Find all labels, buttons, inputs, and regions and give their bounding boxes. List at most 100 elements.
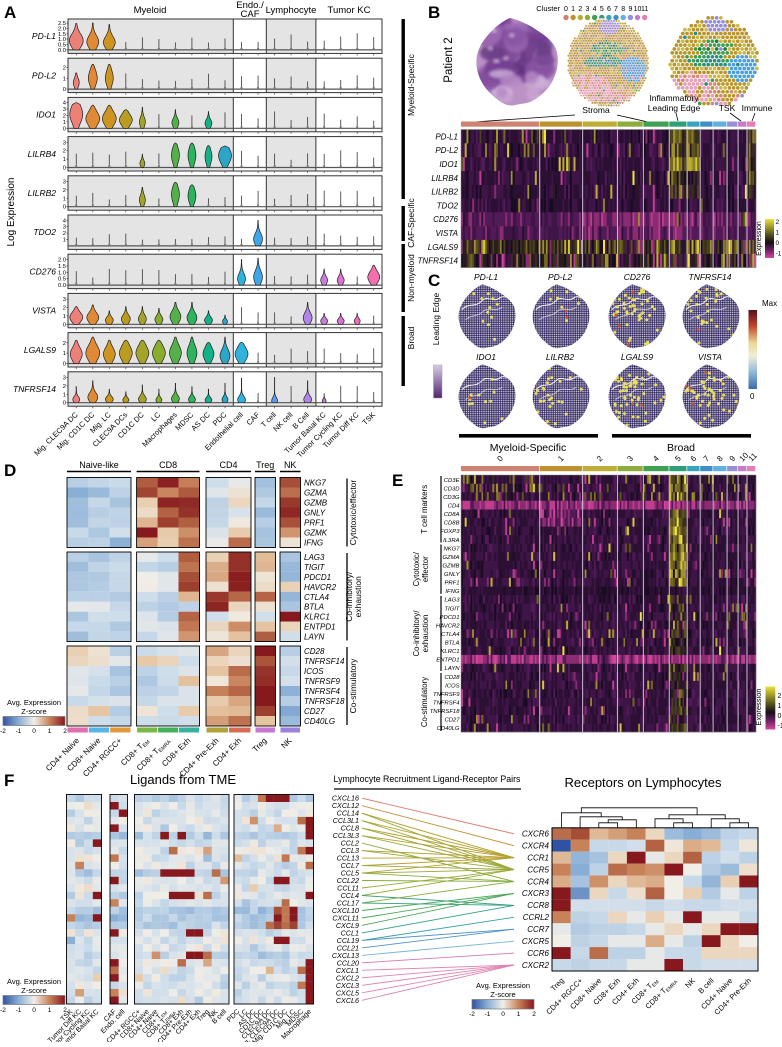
- svg-text:7: 7: [614, 6, 618, 13]
- svg-text:PRF1: PRF1: [304, 519, 324, 528]
- svg-text:CD28: CD28: [444, 675, 460, 681]
- svg-text:PD-L1: PD-L1: [474, 272, 498, 282]
- svg-text:C: C: [428, 271, 440, 290]
- svg-text:CD4: CD4: [219, 460, 237, 470]
- svg-text:E: E: [392, 471, 403, 490]
- svg-text:B: B: [428, 3, 440, 22]
- svg-text:Myeloid-Specific: Myeloid-Specific: [490, 442, 566, 454]
- svg-text:TNFRSF4: TNFRSF4: [304, 687, 341, 696]
- svg-text:1: 1: [63, 76, 66, 82]
- svg-text:IDO1: IDO1: [439, 160, 458, 169]
- svg-text:HAVCR2: HAVCR2: [304, 583, 337, 592]
- svg-text:0: 0: [564, 6, 568, 13]
- svg-text:1.0: 1.0: [58, 37, 66, 43]
- svg-text:2: 2: [63, 114, 66, 120]
- svg-text:Stroma: Stroma: [582, 105, 610, 115]
- svg-text:CD8A: CD8A: [444, 512, 460, 518]
- svg-text:1: 1: [63, 314, 66, 320]
- svg-text:Avg. Expression: Avg. Expression: [7, 977, 61, 986]
- svg-text:0: 0: [750, 392, 755, 401]
- svg-text:TNFRSF9: TNFRSF9: [304, 677, 341, 686]
- svg-text:TNFRSF18: TNFRSF18: [430, 709, 461, 715]
- svg-text:LAYN: LAYN: [445, 666, 461, 672]
- svg-text:CD3G: CD3G: [443, 495, 460, 501]
- svg-text:D: D: [4, 461, 16, 480]
- svg-text:TNFRSF18: TNFRSF18: [304, 697, 345, 706]
- svg-text:Ligands from TME: Ligands from TME: [130, 772, 236, 787]
- svg-text:ICOS: ICOS: [445, 683, 459, 689]
- svg-text:LGALS9: LGALS9: [621, 352, 653, 362]
- svg-text:0: 0: [63, 322, 66, 328]
- svg-text:TNFRSF9: TNFRSF9: [433, 692, 460, 698]
- svg-text:TNFRSF14: TNFRSF14: [418, 257, 459, 266]
- svg-text:Non-myeloid: Non-myeloid: [406, 254, 416, 302]
- svg-text:CXCR3: CXCR3: [522, 889, 550, 898]
- svg-text:LGALS9: LGALS9: [428, 243, 459, 252]
- svg-text:NKG7: NKG7: [304, 479, 326, 488]
- svg-text:LAYN: LAYN: [304, 633, 325, 642]
- svg-text:2.5: 2.5: [58, 21, 66, 27]
- svg-text:IDO1: IDO1: [36, 110, 56, 120]
- svg-text:Co-stimulatory: Co-stimulatory: [420, 677, 429, 727]
- svg-text:0: 0: [32, 728, 36, 735]
- svg-text:0: 0: [63, 205, 66, 211]
- svg-text:2: 2: [63, 1007, 67, 1014]
- svg-text:2.0: 2.0: [58, 26, 66, 32]
- svg-text:1: 1: [63, 196, 66, 202]
- svg-text:TNFRSF14: TNFRSF14: [689, 272, 732, 282]
- svg-text:BTLA: BTLA: [445, 641, 460, 647]
- svg-text:8: 8: [621, 6, 625, 13]
- svg-text:VISTA: VISTA: [435, 229, 458, 238]
- svg-text:Expression: Expression: [754, 688, 763, 725]
- svg-text:A: A: [4, 3, 16, 22]
- svg-text:Inflammatory: Inflammatory: [649, 93, 699, 103]
- svg-text:NKG7: NKG7: [443, 546, 460, 552]
- svg-text:NK: NK: [284, 460, 297, 470]
- svg-text:Naive-like: Naive-like: [79, 460, 119, 470]
- svg-text:ENTPD1: ENTPD1: [436, 658, 459, 664]
- svg-text:0: 0: [32, 1007, 36, 1014]
- svg-text:Myeloid: Myeloid: [134, 5, 167, 16]
- svg-text:0.0: 0.0: [58, 283, 66, 289]
- svg-text:CAF: CAF: [241, 9, 260, 20]
- svg-text:-2: -2: [469, 1011, 475, 1018]
- svg-text:Myeloid-Specific: Myeloid-Specific: [406, 53, 416, 116]
- svg-text:3: 3: [63, 180, 66, 186]
- svg-text:GZMB: GZMB: [442, 563, 459, 569]
- svg-text:Receptors on Lymphocytes: Receptors on Lymphocytes: [564, 775, 722, 790]
- svg-text:1: 1: [48, 728, 52, 735]
- svg-text:LAG3: LAG3: [304, 553, 325, 562]
- svg-text:Lymphocyte Recruitment Ligand-: Lymphocyte Recruitment Ligand-Receptor P…: [334, 774, 522, 784]
- svg-text:2: 2: [578, 6, 582, 13]
- svg-text:CXCR2: CXCR2: [522, 961, 550, 970]
- svg-text:PD-L2: PD-L2: [548, 272, 572, 282]
- svg-text:PD-L2: PD-L2: [435, 146, 458, 155]
- svg-text:LILRB4: LILRB4: [431, 174, 458, 183]
- svg-text:-1: -1: [16, 728, 22, 735]
- svg-text:1: 1: [571, 6, 575, 13]
- svg-text:TNFRSF14: TNFRSF14: [304, 657, 345, 666]
- svg-text:1.5: 1.5: [58, 32, 66, 38]
- svg-text:CXCR4: CXCR4: [522, 842, 550, 851]
- svg-text:2: 2: [532, 1011, 536, 1018]
- svg-text:-2: -2: [0, 1007, 6, 1014]
- svg-text:Avg. Expression: Avg. Expression: [7, 698, 61, 707]
- svg-text:CCR1: CCR1: [527, 854, 549, 863]
- svg-text:CAF-Specific: CAF-Specific: [406, 197, 416, 247]
- svg-text:KLRC1: KLRC1: [304, 613, 330, 622]
- svg-text:2: 2: [63, 188, 66, 194]
- svg-text:Cytotoxic/effector: Cytotoxic/effector: [348, 480, 358, 546]
- svg-text:effector: effector: [421, 556, 430, 582]
- svg-text:TIGIT: TIGIT: [304, 563, 326, 572]
- svg-text:1: 1: [48, 1007, 52, 1014]
- svg-text:FOXP3: FOXP3: [440, 529, 460, 535]
- svg-text:Treg: Treg: [256, 460, 274, 470]
- svg-text:Z-score: Z-score: [21, 986, 46, 995]
- svg-text:2: 2: [63, 384, 66, 390]
- svg-text:Z-score: Z-score: [490, 990, 515, 999]
- svg-text:-1: -1: [16, 1007, 22, 1014]
- svg-text:CTLA4: CTLA4: [304, 593, 329, 602]
- svg-text:1: 1: [63, 351, 66, 357]
- svg-text:LAG3: LAG3: [444, 598, 460, 604]
- svg-text:CD276: CD276: [624, 272, 651, 282]
